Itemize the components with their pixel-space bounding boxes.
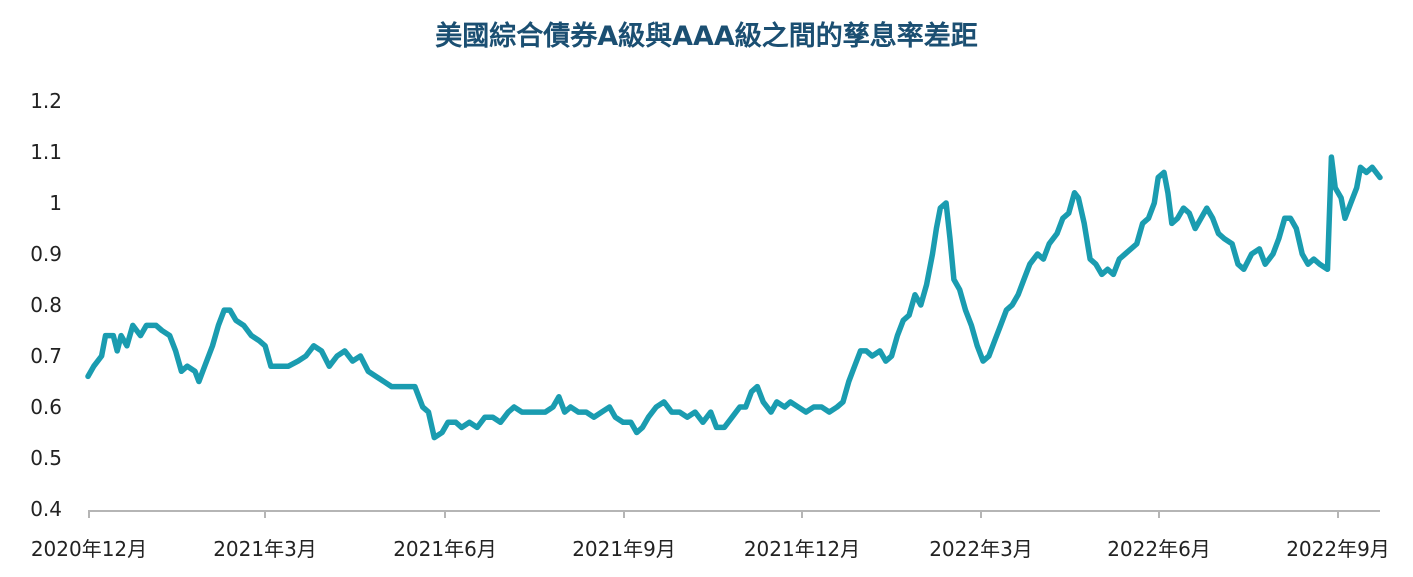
y-tick-label: 0.7 [30,344,62,368]
y-tick-label: 0.6 [30,395,62,419]
x-tick-label: 2021年12月 [744,537,860,561]
series-line [85,154,1383,441]
y-tick-label: 0.8 [30,293,62,317]
series-layer [85,154,1383,441]
y-tick-label: 1.2 [30,89,62,113]
y-tick-label: 0.5 [30,446,62,470]
y-axis-ticks: 0.4 0.5 0.6 0.7 0.8 0.9 1 1.1 1.2 [30,89,62,521]
x-tick-label: 2021年6月 [393,537,497,561]
y-tick-label: 0.4 [30,497,62,521]
x-tick-label: 2020年12月 [31,537,147,561]
chart-title: 美國綜合債券A級與AAA級之間的孳息率差距 [435,21,978,52]
y-tick-label: 1.1 [30,140,62,164]
x-tick-label: 2021年9月 [572,537,676,561]
x-tick-label: 2021年3月 [213,537,317,561]
x-tick-label: 2022年6月 [1107,537,1211,561]
x-tick-label: 2022年3月 [929,537,1033,561]
x-axis: 2020年12月 2021年3月 2021年6月 2021年9月 2021年12月 202… [31,510,1390,561]
y-tick-label: 1 [49,191,62,215]
x-tick-label: 2022年9月 [1286,537,1390,561]
y-tick-label: 0.9 [30,242,62,266]
